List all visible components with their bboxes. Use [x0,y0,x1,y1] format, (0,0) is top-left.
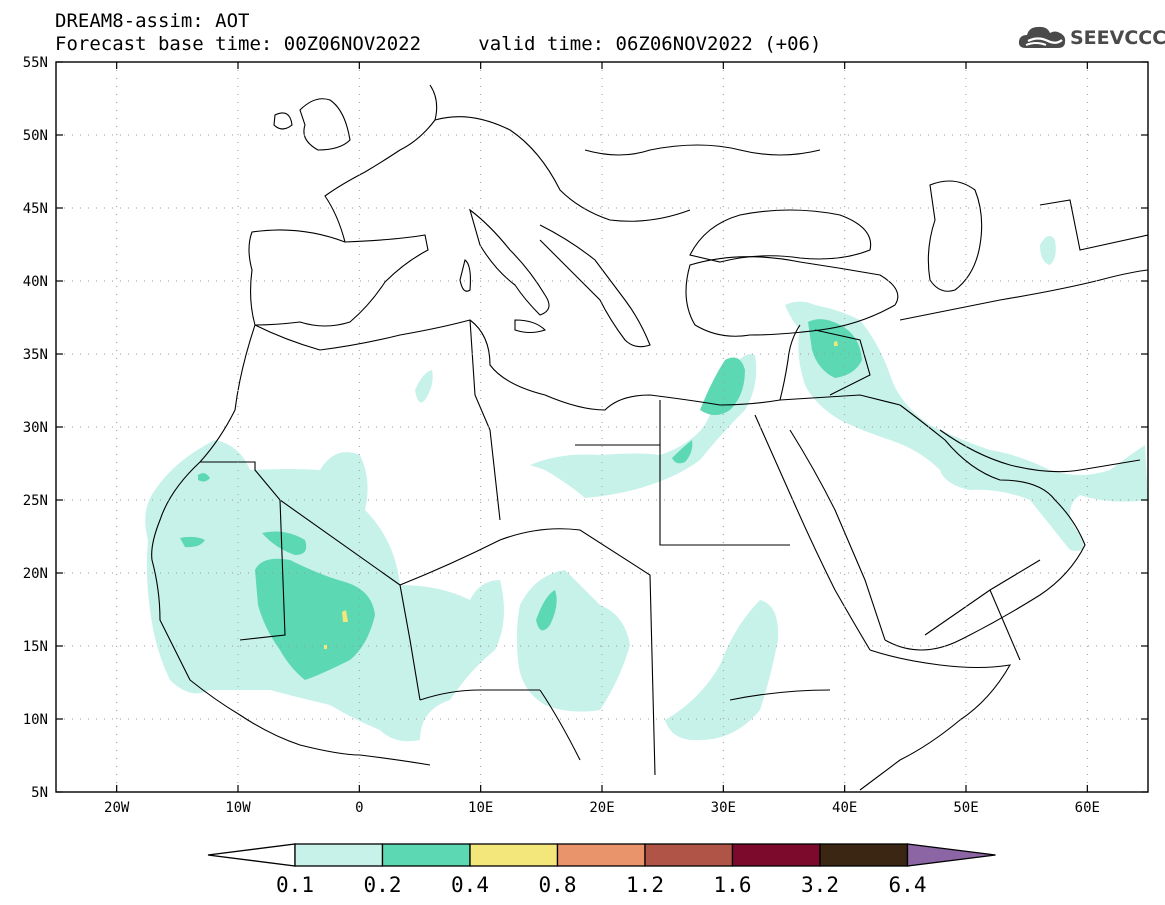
base-time: Forecast base time: 00Z06NOV2022 [55,33,422,55]
colorbar-bin [644,843,734,867]
colorbar-label: 0.4 [451,873,489,897]
aot-level-0.4 [324,341,838,649]
colorbar-label: 1.2 [626,873,664,897]
colorbar-bin [731,843,821,867]
colorbar-label: 3.2 [801,873,839,897]
colorbar-bin [294,843,384,867]
aot-field [145,236,1148,742]
lon-label: 20E [589,800,614,816]
axis-ticks: 55N 50N 45N 40N 35N 30N 25N 20N 15N 10N 5N 20W 10W 0 1… [23,55,1148,816]
lat-label: 45N [23,201,48,217]
valid-time: valid time: 06Z06NOV2022 (+06) [478,33,822,55]
lon-label: 30E [711,800,736,816]
lat-label: 20N [23,566,48,582]
lon-label: 10W [225,800,251,816]
colorbar-bin [819,843,909,867]
time-line: Forecast base time: 00Z06NOV2022 valid t… [55,33,821,55]
colorbar-over-triangle [906,843,996,867]
colorbar-label: 0.1 [276,873,314,897]
colorbar-bin [469,843,559,867]
lon-label: 20W [104,800,130,816]
model-title: DREAM8-assim: AOT [55,10,250,32]
colorbar-label: 1.6 [714,873,752,897]
lat-label: 55N [23,55,48,71]
lon-label: 0 [355,800,363,816]
lat-label: 10N [23,712,48,728]
lon-label: 10E [468,800,493,816]
colorbar-bin [556,843,646,867]
lat-label: 35N [23,347,48,363]
lon-label: 50E [953,800,978,816]
graticule [56,62,1148,792]
lat-label: 5N [31,785,48,801]
lat-label: 15N [23,639,48,655]
seevccc-logo: SEEVCCC [1018,22,1165,58]
colorbar-under-triangle [207,843,296,867]
lat-label: 40N [23,274,48,290]
colorbar-label: 0.8 [539,873,577,897]
aot-level-0.2 [180,319,862,680]
lon-label: 60E [1075,800,1100,816]
coastlines-borders [151,84,1148,791]
colorbar-label: 6.4 [889,873,927,897]
lat-label: 25N [23,493,48,509]
cloud-icon [1018,26,1066,48]
lon-label: 40E [832,800,857,816]
colorbar-bin [381,843,471,867]
logo-text: SEEVCCC [1070,27,1165,49]
colorbar: 0.1 0.2 0.4 0.8 1.2 1.6 3.2 6.4 [207,843,996,897]
lat-label: 30N [23,420,48,436]
lat-label: 50N [23,128,48,144]
colorbar-label: 0.2 [364,873,402,897]
